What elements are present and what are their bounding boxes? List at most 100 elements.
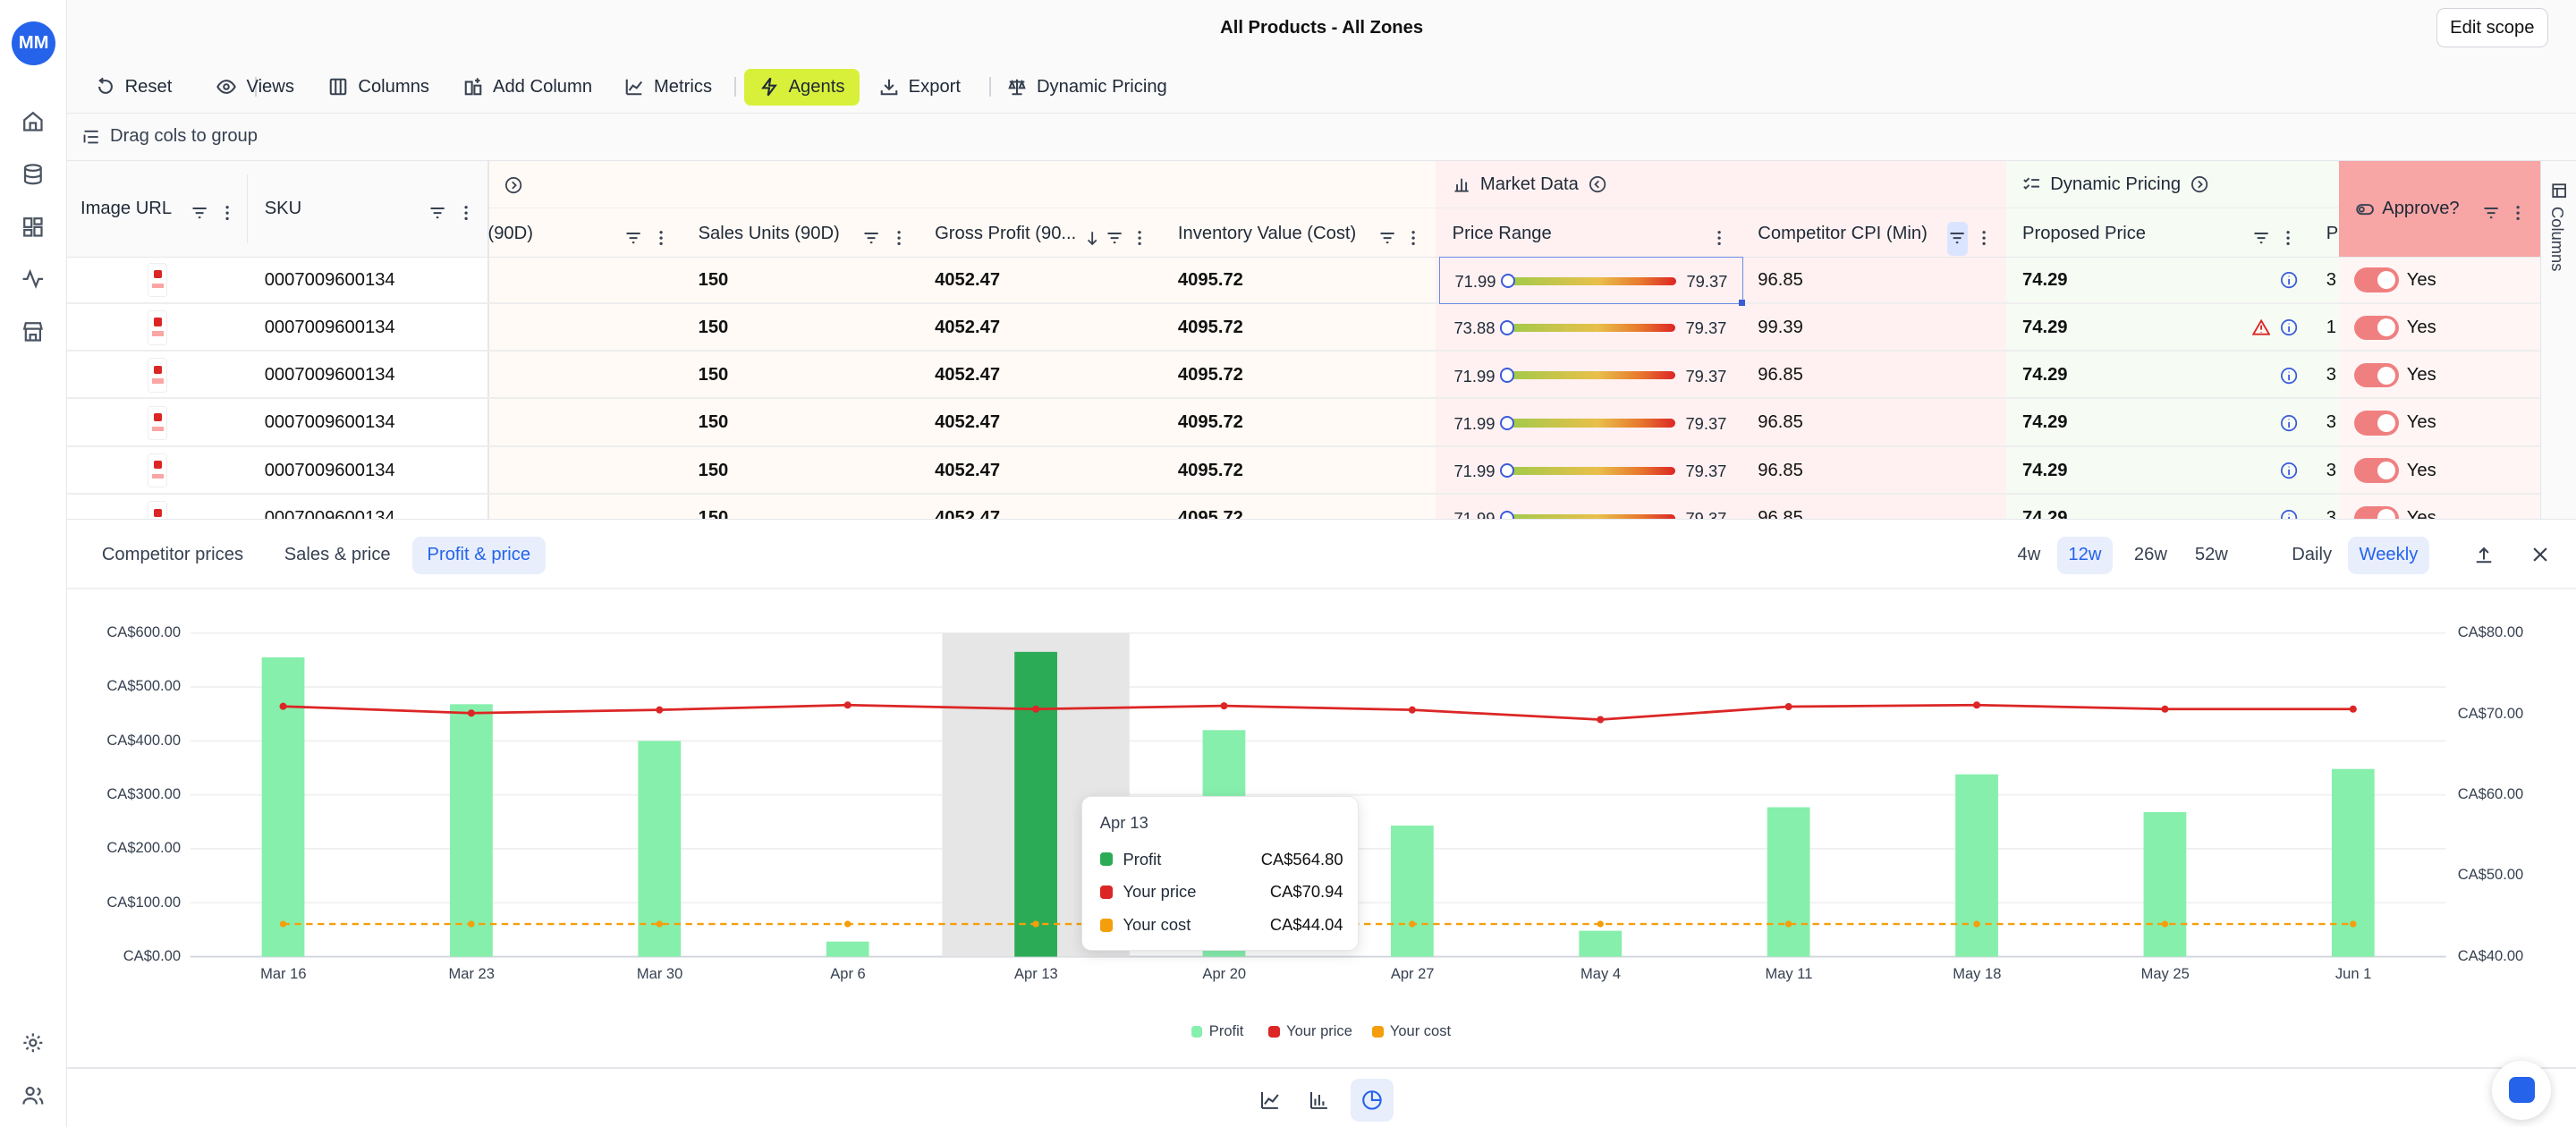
cell-sales-units[interactable]: 150 [698,412,729,433]
group-header-market-data[interactable]: Market Data [1453,174,1606,195]
cell-gross-profit[interactable]: 4052.47 [935,269,1001,290]
legend-item[interactable]: Your cost [1371,1022,1451,1040]
col-header-inventory-value[interactable]: Inventory Value (Cost) [1177,223,1357,243]
columns-button[interactable]: Columns [318,69,439,105]
col-header-sales-units[interactable]: Sales Units (90D) [698,223,840,243]
upload-icon[interactable] [2474,545,2494,564]
product-image[interactable] [148,358,168,393]
col-header-proposed-price[interactable]: Proposed Price [2022,223,2147,243]
col-header-sku[interactable]: SKU [264,199,302,219]
approve-toggle[interactable] [2354,362,2399,395]
table-row[interactable]: 0007009600134 150 4052.47 4095.72 73.88 … [67,304,2540,352]
filter-icon[interactable] [624,224,642,254]
metrics-button[interactable]: Metrics [614,69,722,105]
product-image[interactable] [148,310,168,345]
close-icon[interactable] [2530,545,2550,564]
approve-toggle[interactable] [2354,267,2399,300]
cell-sku[interactable]: 0007009600134 [264,269,395,290]
cell-inventory-value[interactable]: 4095.72 [1177,365,1243,386]
cell-proposed-price[interactable]: 74.29 [2022,507,2068,520]
cell-approve[interactable]: Yes [2406,317,2436,337]
range-52w[interactable]: 52w [2194,545,2228,565]
cell-price-range[interactable]: 73.88 79.37 [1439,304,1743,352]
cell-gross-profit[interactable]: 4052.47 [935,412,1001,433]
table-row[interactable]: 0007009600134 150 4052.47 4095.72 71.99 … [67,352,2540,400]
cell-next[interactable]: 3 [2326,412,2336,433]
cell-inventory-value[interactable]: 4095.72 [1177,412,1243,433]
filter-icon[interactable] [191,199,208,229]
column-menu-icon[interactable] [1975,224,1993,254]
column-menu-icon[interactable] [218,199,236,229]
approve-toggle[interactable] [2354,458,2399,490]
filter-icon[interactable] [862,224,880,254]
warning-icon[interactable] [2252,318,2271,336]
cell-proposed-price[interactable]: 74.29 [2022,269,2068,290]
cell-inventory-value[interactable]: 4095.72 [1177,460,1243,480]
range-12w[interactable]: 12w [2056,536,2114,574]
product-image[interactable] [148,453,168,488]
cell-approve[interactable]: Yes [2406,460,2436,480]
legend-item[interactable]: Profit [1191,1022,1243,1040]
cell-approve[interactable]: Yes [2406,365,2436,386]
dashboard-icon[interactable] [18,212,47,242]
product-image[interactable] [148,262,168,298]
cell-competitor-cpi[interactable]: 96.85 [1758,412,1803,433]
price-range-handle[interactable] [1499,415,1515,431]
product-image[interactable] [148,501,168,520]
table-row[interactable]: 0007009600134 150 4052.47 4095.72 71.99 … [67,447,2540,495]
table-row[interactable]: 0007009600134 150 4052.47 4095.72 71.99 … [67,495,2539,520]
cell-sales-units[interactable]: 150 [698,269,729,290]
column-menu-icon[interactable] [457,199,475,229]
group-header-dynamic-pricing[interactable]: Dynamic Pricing [2022,174,2208,195]
price-range-handle[interactable] [1499,320,1515,335]
cell-inventory-value[interactable]: 4095.72 [1177,507,1243,520]
range-26w[interactable]: 26w [2133,545,2167,565]
price-range-handle[interactable] [1499,511,1515,520]
cell-proposed-price[interactable]: 74.29 [2022,412,2068,433]
col-header-partial[interactable]: (90D) [487,223,533,243]
expand-group-icon[interactable] [2190,175,2208,193]
reset-button[interactable]: Reset [86,69,182,105]
avatar[interactable]: MM [11,21,56,66]
cell-inventory-value[interactable]: 4095.72 [1177,269,1243,290]
sort-desc-icon[interactable] [1084,224,1100,254]
approve-toggle[interactable] [2354,505,2399,520]
cell-next[interactable]: 3 [2326,460,2336,480]
column-menu-icon[interactable] [1131,224,1148,254]
cell-price-range[interactable]: 71.99 79.37 [1439,495,1743,520]
cell-sales-units[interactable]: 150 [698,317,729,337]
cell-price-range[interactable]: 71.99 79.37 [1439,399,1743,446]
price-range-handle[interactable] [1499,462,1515,479]
agents-button[interactable]: Agents [744,69,860,106]
approve-toggle[interactable] [2354,411,2399,443]
filter-icon[interactable] [1378,224,1396,254]
filter-icon[interactable] [2482,199,2500,229]
approve-toggle[interactable] [2354,315,2399,348]
column-menu-icon[interactable] [2509,199,2527,229]
cell-gross-profit[interactable]: 4052.47 [935,317,1001,337]
cell-inventory-value[interactable]: 4095.72 [1177,317,1243,337]
column-menu-icon[interactable] [890,224,908,254]
col-header-competitor-cpi[interactable]: Competitor CPI (Min) [1758,223,1928,243]
cell-sku[interactable]: 0007009600134 [264,507,395,520]
table-row[interactable]: 0007009600134 150 4052.47 4095.72 71.99 … [67,256,2540,307]
database-icon[interactable] [18,159,47,189]
col-header-image-url[interactable]: Image URL [80,199,173,219]
info-icon[interactable] [2280,414,2298,432]
edit-scope-button[interactable]: Edit scope [2436,8,2548,48]
row-group-bar[interactable]: Drag cols to group [67,113,2576,161]
info-icon[interactable] [2280,509,2298,520]
info-icon[interactable] [2280,462,2298,479]
column-menu-icon[interactable] [1710,224,1728,254]
cell-competitor-cpi[interactable]: 96.85 [1758,365,1803,386]
tab-competitor-prices[interactable]: Competitor prices [101,545,244,565]
cell-competitor-cpi[interactable]: 96.85 [1758,460,1803,480]
cell-competitor-cpi[interactable]: 96.85 [1758,507,1803,520]
filter-icon[interactable] [1106,224,1123,254]
dynamic-pricing-button[interactable]: Dynamic Pricing [997,69,1177,105]
settings-icon[interactable] [18,1029,47,1058]
cell-sales-units[interactable]: 150 [698,460,729,480]
col-header-price-range[interactable]: Price Range [1452,223,1552,243]
cell-next[interactable]: 3 [2326,507,2336,520]
column-menu-icon[interactable] [1404,224,1422,254]
